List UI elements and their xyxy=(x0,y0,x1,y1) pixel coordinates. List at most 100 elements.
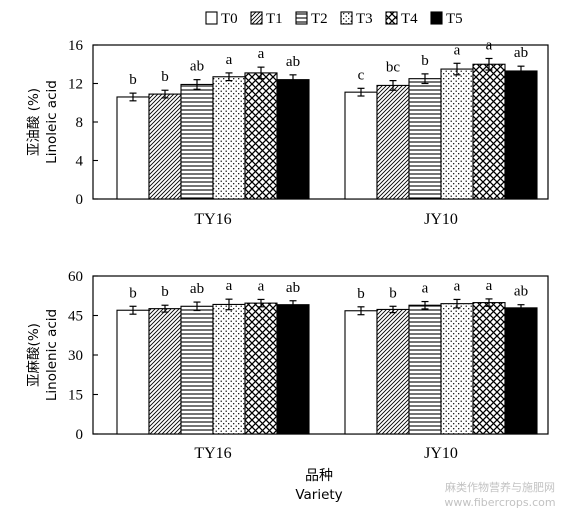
significance-letter: b xyxy=(421,53,429,69)
category-label-jy10: JY10 xyxy=(424,211,458,228)
significance-letter: a xyxy=(454,278,461,294)
error-bar xyxy=(421,73,429,85)
bar-jy10-t1 xyxy=(376,308,410,435)
y-tick-label: 8 xyxy=(76,115,84,131)
bar-jy10-t5 xyxy=(504,307,538,435)
error-bar xyxy=(257,298,265,308)
significance-letter: a xyxy=(422,281,429,297)
significance-letter: a xyxy=(226,278,233,294)
bar-ty16-t5 xyxy=(276,304,310,435)
significance-letter: ab xyxy=(190,281,204,297)
bar-ty16-t3 xyxy=(212,303,246,435)
error-bar xyxy=(225,298,233,311)
bar-jy10-t3 xyxy=(440,68,474,200)
significance-letter: b xyxy=(357,286,365,302)
y-tick-label: 12 xyxy=(68,77,83,93)
bar-ty16-t0 xyxy=(116,96,150,200)
error-bar xyxy=(485,298,493,307)
significance-letter: a xyxy=(226,52,233,68)
error-bar xyxy=(193,301,201,312)
bar-ty16-t1 xyxy=(148,308,182,435)
legend-swatch-t3 xyxy=(340,11,353,25)
y-tick-label: 0 xyxy=(76,192,84,208)
y-tick-label: 16 xyxy=(68,38,84,54)
bar-jy10-t0 xyxy=(344,310,378,435)
error-bar xyxy=(257,66,265,80)
legend-swatch-t1 xyxy=(250,11,263,25)
bar-jy10-t5 xyxy=(504,70,538,200)
significance-letter: a xyxy=(486,37,493,53)
legend-swatch-t2 xyxy=(295,11,308,25)
bar-jy10-t1 xyxy=(376,84,410,200)
bar-ty16-t2 xyxy=(180,83,214,200)
significance-letter: b xyxy=(129,72,137,88)
legend-label-t4: T4 xyxy=(401,11,418,27)
bar-ty16-t3 xyxy=(212,76,246,200)
bar-jy10-t4 xyxy=(472,63,506,200)
legend-swatch-t0 xyxy=(205,11,218,25)
significance-letter: a xyxy=(454,42,461,58)
legend-label-t2: T2 xyxy=(311,11,328,27)
y-axis-label-zh: 亚油酸 (%) xyxy=(26,88,42,156)
x-axis-title-en: Variety xyxy=(295,487,342,503)
legend-label-t1: T1 xyxy=(266,11,283,27)
bar-ty16-t1 xyxy=(148,93,182,200)
significance-letter: c xyxy=(358,67,365,83)
y-tick-label: 0 xyxy=(76,427,84,443)
error-bar xyxy=(357,306,365,316)
y-tick-label: 60 xyxy=(68,269,83,285)
y-axis-label-en: Linoleic acid xyxy=(44,80,60,164)
error-bar xyxy=(389,305,397,314)
bar-jy10-t0 xyxy=(344,91,378,200)
error-bar xyxy=(193,79,201,90)
error-bar xyxy=(357,87,365,97)
error-bar xyxy=(517,65,525,77)
bar-jy10-t4 xyxy=(472,302,506,435)
significance-letter: a xyxy=(258,278,265,294)
significance-letter: bc xyxy=(386,60,401,76)
error-bar xyxy=(289,74,297,86)
legend-label-t0: T0 xyxy=(221,11,238,27)
bar-ty16-t2 xyxy=(180,305,214,435)
y-tick-label: 30 xyxy=(68,348,83,364)
error-bar xyxy=(453,62,461,76)
x-axis-title-zh: 品种 xyxy=(305,468,333,484)
significance-letter: ab xyxy=(514,284,528,300)
error-bar xyxy=(421,300,429,310)
error-bar xyxy=(289,300,297,310)
legend-swatch-t4 xyxy=(385,11,398,25)
error-bar xyxy=(225,72,233,82)
significance-letter: a xyxy=(486,278,493,294)
significance-letter: b xyxy=(161,69,169,85)
bar-ty16-t0 xyxy=(116,309,150,435)
category-label-ty16: TY16 xyxy=(194,445,231,462)
watermark-line2: www.fibercrops.com xyxy=(444,496,555,509)
legend-swatch-t5 xyxy=(430,11,443,25)
bar-ty16-t5 xyxy=(276,79,310,200)
error-bar xyxy=(389,80,397,91)
bar-jy10-t3 xyxy=(440,303,474,435)
bar-ty16-t4 xyxy=(244,302,278,435)
bar-ty16-t4 xyxy=(244,72,278,200)
y-tick-label: 45 xyxy=(68,309,83,325)
y-tick-label: 15 xyxy=(68,388,83,404)
significance-letter: b xyxy=(389,285,397,301)
error-bar xyxy=(485,57,493,71)
error-bar xyxy=(161,89,169,99)
significance-letter: b xyxy=(129,285,137,301)
legend-label-t3: T3 xyxy=(356,11,373,27)
category-label-jy10: JY10 xyxy=(424,445,458,462)
bar-jy10-t2 xyxy=(408,78,442,200)
error-bar xyxy=(129,305,137,315)
significance-letter: ab xyxy=(286,280,300,296)
bar-jy10-t2 xyxy=(408,304,442,435)
error-bar xyxy=(517,304,525,312)
y-axis-label-en: Linolenic acid xyxy=(44,309,60,401)
significance-letter: ab xyxy=(514,45,528,61)
error-bar xyxy=(453,298,461,309)
significance-letter: a xyxy=(258,46,265,62)
error-bar xyxy=(161,304,169,313)
legend-label-t5: T5 xyxy=(446,11,463,27)
